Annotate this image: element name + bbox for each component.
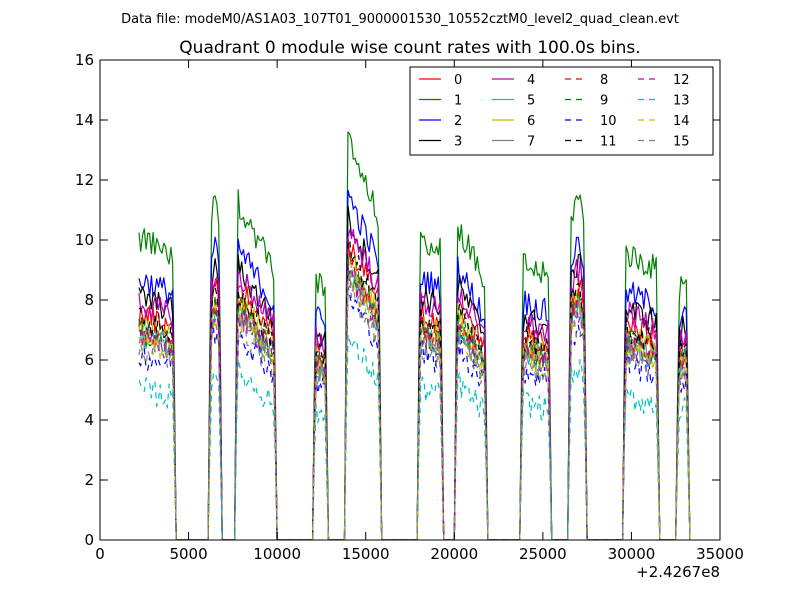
- legend-label-7: 7: [527, 135, 535, 150]
- x-tick-label: 10000: [253, 545, 301, 563]
- x-axis-ticks: 0 5000 10000 15000 20000 25000 30000 35000: [95, 60, 744, 563]
- x-tick-label: 30000: [608, 545, 656, 563]
- legend-label-14: 14: [673, 114, 690, 129]
- legend-label-2: 2: [454, 114, 462, 129]
- legend-label-5: 5: [527, 94, 535, 109]
- y-tick-label: 12: [75, 171, 94, 189]
- legend-label-1: 1: [454, 94, 462, 109]
- y-tick-label: 4: [84, 411, 94, 429]
- y-tick-label: 2: [84, 471, 94, 489]
- legend-box: [409, 66, 714, 156]
- legend-label-11: 11: [600, 135, 617, 150]
- legend-label-0: 0: [454, 73, 462, 88]
- plot-layer: 0 5000 10000 15000 20000 25000 30000 35000 0 2 4 6 8…: [75, 51, 744, 563]
- x-offset-label: +2.4267e8: [636, 563, 720, 581]
- series-line-11: [138, 239, 691, 540]
- legend-label-4: 4: [527, 73, 535, 88]
- series-lines: [138, 131, 691, 540]
- legend-label-12: 12: [673, 73, 690, 88]
- legend-label-8: 8: [600, 73, 608, 88]
- y-tick-label: 0: [84, 531, 94, 549]
- series-line-4: [138, 229, 691, 540]
- x-tick-label: 15000: [342, 545, 390, 563]
- legend-label-15: 15: [673, 135, 690, 150]
- x-tick-label: 5000: [169, 545, 207, 563]
- y-tick-label: 6: [84, 351, 94, 369]
- series-line-3: [138, 205, 691, 540]
- series-line-2: [138, 189, 691, 540]
- series-line-7: [138, 271, 691, 540]
- series-line-15: [138, 276, 691, 540]
- series-line-6: [138, 256, 691, 540]
- legend-label-6: 6: [527, 114, 535, 129]
- y-tick-label: 14: [75, 111, 94, 129]
- y-tick-label: 10: [75, 231, 94, 249]
- suptitle: Data file: modeM0/AS1A03_107T01_90000015…: [121, 12, 679, 27]
- legend-label-3: 3: [454, 135, 462, 150]
- y-tick-label: 16: [75, 51, 94, 69]
- series-line-10: [138, 285, 691, 540]
- legend-label-10: 10: [600, 114, 617, 129]
- legend-label-9: 9: [600, 94, 608, 109]
- x-tick-label: 35000: [696, 545, 744, 563]
- x-tick-label: 0: [95, 545, 105, 563]
- series-line-1: [138, 131, 691, 540]
- x-tick-label: 20000: [430, 545, 478, 563]
- y-tick-label: 8: [84, 291, 94, 309]
- legend-label-13: 13: [673, 94, 690, 109]
- x-tick-label: 25000: [519, 545, 567, 563]
- chart-title: Quadrant 0 module wise count rates with …: [179, 38, 640, 58]
